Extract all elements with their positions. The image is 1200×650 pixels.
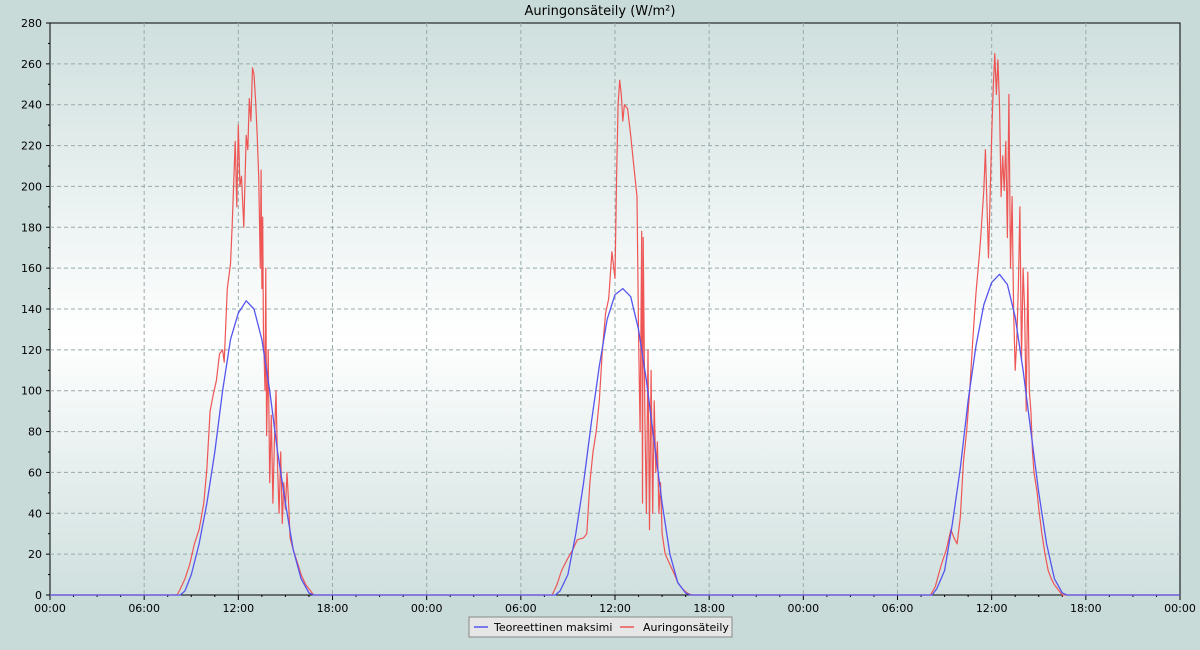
x-axis: 00:00 06:00 12:00 18:00 00:00 06:00 12:00 18:00… <box>34 595 1196 615</box>
x-tick-label: 06:00 <box>128 602 160 615</box>
x-tick-label: 00:00 <box>34 602 66 615</box>
x-tick-label: 12:00 <box>599 602 631 615</box>
series-line-theoretical-maximum <box>50 273 1180 596</box>
x-tick-label: 18:00 <box>693 602 725 615</box>
legend-box <box>468 616 733 638</box>
x-tick-label: 18:00 <box>317 602 349 615</box>
y-tick-label: 280 <box>21 17 42 30</box>
y-tick-label: 0 <box>35 589 42 602</box>
y-tick-label: 20 <box>28 548 42 561</box>
x-tick-label: 00:00 <box>411 602 443 615</box>
x-tick-label: 18:00 <box>1070 602 1102 615</box>
x-tick-label: 00:00 <box>787 602 819 615</box>
chart-title: Auringonsäteily (W/m²) <box>525 4 676 19</box>
series-layer <box>50 52 1180 596</box>
x-tick-label: 12:00 <box>976 602 1008 615</box>
y-tick-label: 140 <box>21 303 42 316</box>
y-tick-label: 100 <box>21 385 42 398</box>
y-tick-label: 200 <box>21 180 42 193</box>
x-tick-label: 06:00 <box>882 602 914 615</box>
y-tick-label: 160 <box>21 262 42 275</box>
y-tick-label: 80 <box>28 426 42 439</box>
y-tick-label: 260 <box>21 58 42 71</box>
y-tick-label: 60 <box>28 466 42 479</box>
y-axis: 0 20 40 60 80 100 120 140 160 180 200 220 240 260 280 <box>21 17 50 602</box>
grid-lines <box>50 23 1180 595</box>
y-tick-label: 220 <box>21 140 42 153</box>
series-line-solar-radiation <box>50 52 1180 596</box>
y-tick-label: 180 <box>21 221 42 234</box>
x-tick-label: 12:00 <box>222 602 254 615</box>
legend-label-radiation: Auringonsäteily <box>643 621 729 634</box>
y-tick-label: 240 <box>21 99 42 112</box>
y-tick-label: 120 <box>21 344 42 357</box>
x-tick-label: 00:00 <box>1164 602 1196 615</box>
x-tick-label: 06:00 <box>505 602 537 615</box>
legend-label-theoretical: Teoreettinen maksimi <box>493 621 612 634</box>
y-tick-label: 40 <box>28 507 42 520</box>
legend: Teoreettinen maksimi Auringonsäteily <box>468 616 733 638</box>
